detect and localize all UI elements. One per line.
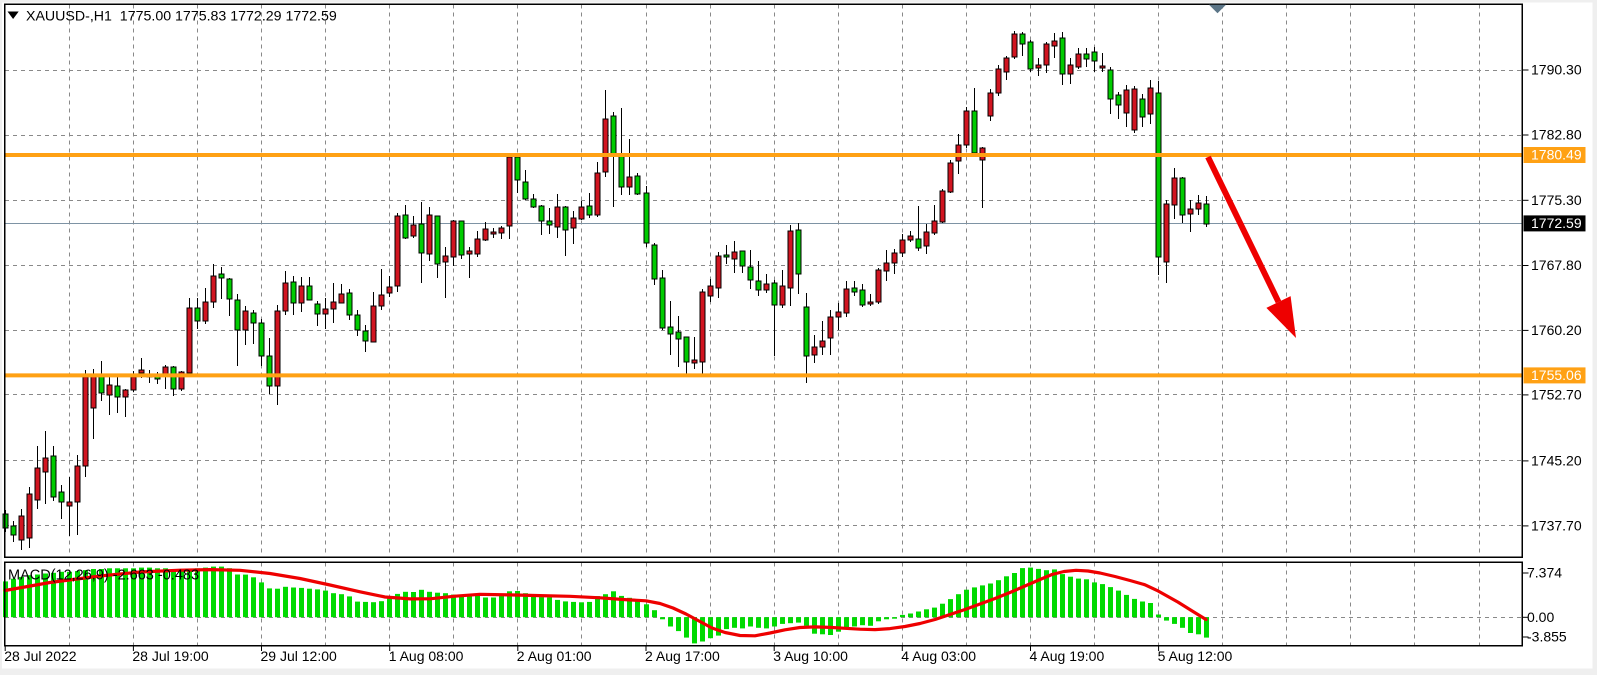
- svg-text:5 Aug 12:00: 5 Aug 12:00: [1158, 648, 1233, 664]
- svg-text:2 Aug 01:00: 2 Aug 01:00: [517, 648, 592, 664]
- svg-text:1780.49: 1780.49: [1531, 147, 1582, 163]
- svg-text:1772.59: 1772.59: [1531, 215, 1582, 231]
- svg-text:0.00: 0.00: [1527, 609, 1554, 625]
- svg-text:XAUUSD-,H1 1775.00 1775.83 17: XAUUSD-,H1 1775.00 1775.83 1772.29 1772.…: [26, 9, 337, 25]
- svg-text:2 Aug 17:00: 2 Aug 17:00: [645, 648, 720, 664]
- svg-text:1790.30: 1790.30: [1531, 62, 1582, 78]
- svg-text:1752.70: 1752.70: [1531, 386, 1582, 402]
- svg-text:3 Aug 10:00: 3 Aug 10:00: [773, 648, 848, 664]
- svg-text:28 Jul 2022: 28 Jul 2022: [4, 648, 77, 664]
- svg-text:28 Jul 19:00: 28 Jul 19:00: [132, 648, 208, 664]
- svg-text:4 Aug 19:00: 4 Aug 19:00: [1030, 648, 1105, 664]
- svg-text:MACD(12,26,9) -2.663 -0.483: MACD(12,26,9) -2.663 -0.483: [8, 568, 199, 584]
- svg-text:1760.20: 1760.20: [1531, 322, 1582, 338]
- svg-text:1745.20: 1745.20: [1531, 452, 1582, 468]
- svg-text:1775.30: 1775.30: [1531, 192, 1582, 208]
- svg-text:4 Aug 03:00: 4 Aug 03:00: [901, 648, 976, 664]
- svg-text:29 Jul 12:00: 29 Jul 12:00: [261, 648, 337, 664]
- svg-text:1767.80: 1767.80: [1531, 257, 1582, 273]
- svg-text:1737.70: 1737.70: [1531, 517, 1582, 533]
- svg-text:1 Aug 08:00: 1 Aug 08:00: [389, 648, 464, 664]
- svg-text:7.374: 7.374: [1527, 565, 1562, 581]
- svg-text:1755.06: 1755.06: [1531, 367, 1582, 383]
- svg-text:1782.80: 1782.80: [1531, 127, 1582, 143]
- svg-text:-3.855: -3.855: [1527, 629, 1567, 645]
